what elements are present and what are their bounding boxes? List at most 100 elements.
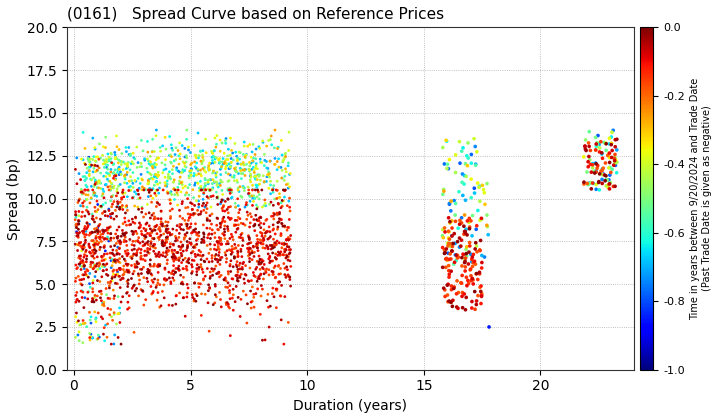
Point xyxy=(195,184,207,191)
Point xyxy=(283,224,294,231)
Point xyxy=(168,252,180,259)
Point xyxy=(253,173,265,180)
Point xyxy=(260,217,271,224)
Point xyxy=(147,165,158,171)
Point xyxy=(245,220,256,226)
Point xyxy=(112,165,124,172)
Point xyxy=(456,215,467,221)
Point xyxy=(73,328,85,335)
Point xyxy=(79,186,91,193)
Point xyxy=(174,174,186,181)
Point xyxy=(276,244,287,251)
Point xyxy=(145,240,157,247)
Point xyxy=(282,234,294,241)
Point xyxy=(596,151,608,158)
Point xyxy=(225,185,236,192)
Point xyxy=(185,212,197,218)
Point xyxy=(199,273,211,280)
Point xyxy=(264,201,275,208)
Point xyxy=(201,225,212,231)
Point xyxy=(188,244,199,251)
Point xyxy=(172,184,184,191)
Point xyxy=(143,270,154,276)
Point xyxy=(203,250,215,257)
Point xyxy=(144,170,156,177)
Point xyxy=(264,158,276,165)
Point xyxy=(192,292,203,299)
Point xyxy=(132,164,143,171)
Point xyxy=(95,216,107,223)
Point xyxy=(233,209,245,216)
Point xyxy=(173,267,184,273)
Point xyxy=(220,249,231,256)
Point xyxy=(583,180,595,187)
Point xyxy=(113,166,125,173)
Point xyxy=(186,160,197,166)
Point xyxy=(89,249,101,256)
Point xyxy=(110,171,122,178)
Point xyxy=(76,276,87,283)
Point xyxy=(114,265,126,272)
Point xyxy=(76,281,88,288)
Point xyxy=(249,221,261,228)
Point xyxy=(90,168,102,175)
Point xyxy=(470,270,482,277)
Point xyxy=(109,152,121,158)
Point xyxy=(258,265,269,272)
Point xyxy=(215,166,226,173)
Point xyxy=(449,284,460,290)
Point xyxy=(72,264,84,271)
Point xyxy=(215,304,227,310)
Point xyxy=(70,262,81,268)
Point xyxy=(174,161,185,168)
Point xyxy=(207,186,218,193)
Point xyxy=(158,249,169,256)
Point xyxy=(103,158,114,164)
Point xyxy=(150,245,161,252)
Point xyxy=(264,253,276,260)
Point xyxy=(444,241,456,248)
Point xyxy=(114,164,125,171)
Point xyxy=(482,223,493,230)
Point xyxy=(264,235,275,242)
Point xyxy=(139,155,150,162)
Point xyxy=(267,285,279,291)
Point xyxy=(121,204,132,210)
Point xyxy=(215,235,227,242)
Point xyxy=(258,202,270,209)
Point xyxy=(126,241,138,248)
Point xyxy=(261,297,273,304)
Point xyxy=(225,261,236,268)
Point xyxy=(180,205,192,211)
Point xyxy=(91,225,102,231)
Point xyxy=(148,261,160,268)
Point xyxy=(140,221,152,228)
Point xyxy=(474,247,486,254)
Point xyxy=(86,237,97,244)
Point xyxy=(264,258,276,265)
Point xyxy=(210,135,221,142)
Point xyxy=(479,189,490,196)
Point xyxy=(153,249,165,256)
Point xyxy=(75,281,86,287)
Point xyxy=(248,304,260,310)
Point xyxy=(101,271,112,278)
Point xyxy=(452,225,464,231)
Point xyxy=(240,166,251,173)
Point xyxy=(102,213,114,220)
Point xyxy=(216,241,228,248)
Point xyxy=(72,199,84,206)
Point xyxy=(78,276,89,282)
Point xyxy=(455,279,467,286)
Point xyxy=(185,161,197,168)
Point xyxy=(149,160,161,167)
Point xyxy=(251,176,263,183)
Point xyxy=(71,155,83,161)
Point xyxy=(608,183,619,190)
Point xyxy=(284,195,295,202)
Point xyxy=(123,292,135,299)
Point xyxy=(220,259,232,265)
Point xyxy=(202,216,213,223)
Point xyxy=(215,165,227,171)
Point xyxy=(84,168,95,174)
